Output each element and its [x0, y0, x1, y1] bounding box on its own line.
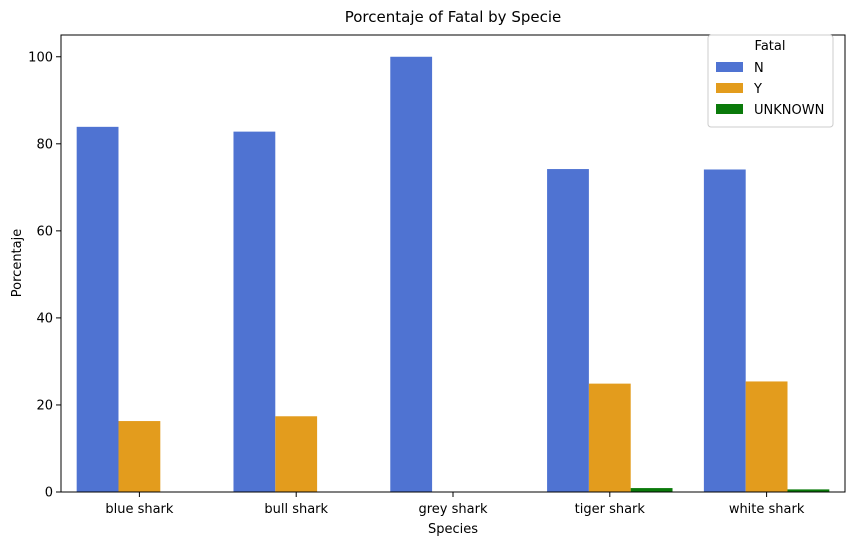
y-tick-label: 0: [45, 486, 53, 501]
bars: [76, 56, 830, 493]
bar-n-white-shark: [703, 169, 746, 492]
y-tick-label: 80: [36, 137, 53, 152]
y-tick-label: 100: [28, 50, 53, 65]
bar-unknown-white-shark: [787, 489, 830, 492]
bar-y-blue-shark: [118, 421, 161, 492]
bar-y-white-shark: [745, 381, 788, 492]
bar-unknown-tiger-shark: [630, 488, 673, 492]
y-axis: 0 20 40 60 80 100: [28, 50, 61, 501]
x-tick-label: grey shark: [419, 502, 488, 517]
x-tick-label: white shark: [729, 502, 805, 517]
legend-swatch-n: [716, 62, 743, 72]
bar-y-tiger-shark: [588, 383, 631, 492]
bar-n-blue-shark: [76, 126, 119, 492]
legend-swatch-y: [716, 83, 743, 93]
legend-label-unknown: UNKNOWN: [754, 103, 824, 118]
x-tick-label: blue shark: [105, 502, 174, 517]
chart-title: Porcentaje of Fatal by Specie: [345, 8, 562, 26]
legend-label-y: Y: [753, 82, 762, 97]
bar-n-bull-shark: [233, 131, 276, 492]
legend-swatch-unknown: [716, 104, 743, 114]
x-tick-label: tiger shark: [575, 502, 646, 517]
bar-n-grey-shark: [390, 56, 433, 493]
y-tick-label: 20: [36, 398, 53, 413]
bar-n-tiger-shark: [547, 169, 589, 492]
x-axis-label: Species: [428, 522, 478, 537]
legend-title: Fatal: [755, 39, 786, 54]
y-tick-label: 60: [36, 224, 53, 239]
y-tick-label: 40: [36, 311, 53, 326]
legend: Fatal NY UNKNOWN: [707, 34, 834, 128]
y-axis-label: Porcentaje: [10, 229, 25, 297]
x-tick-label: bull shark: [264, 502, 328, 517]
x-axis: blue shark bull shark grey shark tiger shar…: [105, 492, 805, 517]
bar-y-bull-shark: [275, 416, 318, 492]
legend-label-n: N: [754, 61, 764, 76]
